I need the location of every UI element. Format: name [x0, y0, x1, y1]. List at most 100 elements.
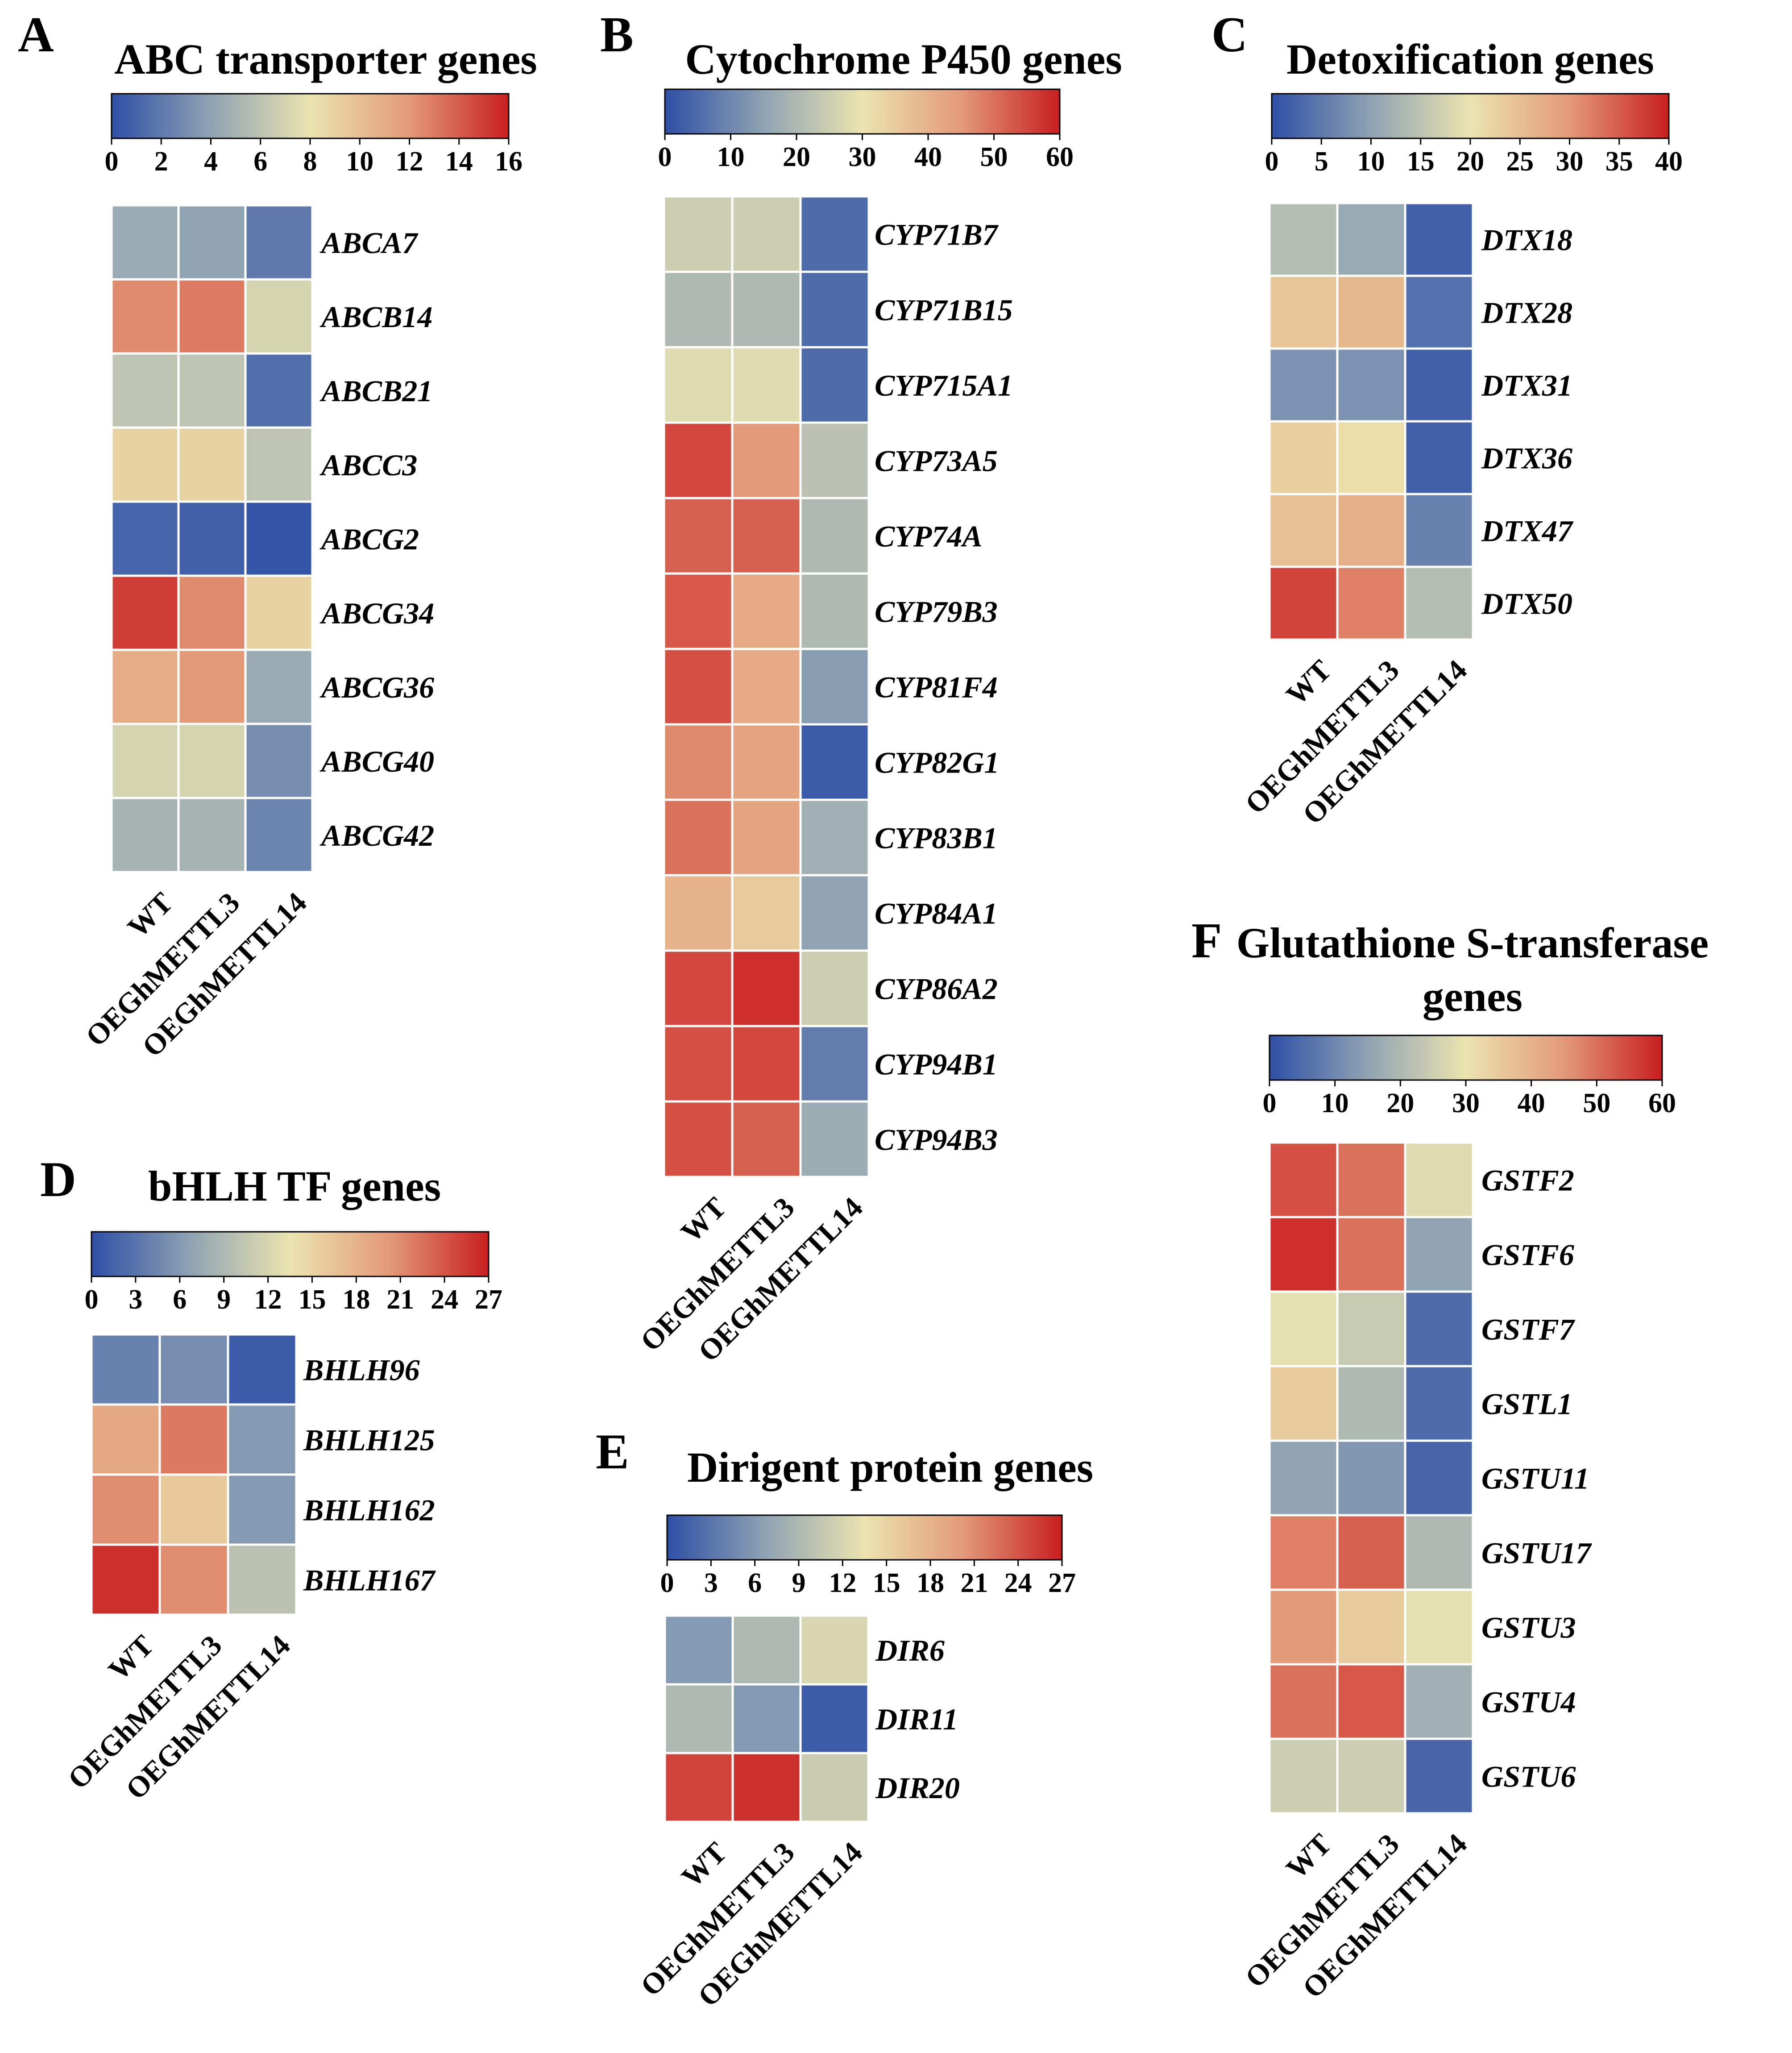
- heatmap-cell: [663, 270, 734, 349]
- heatmap-cell: [1336, 274, 1406, 350]
- heatmap-cell: [731, 1025, 802, 1103]
- heatmap-cell: [227, 1543, 298, 1616]
- heatmap-cell: [731, 421, 802, 499]
- sample-label: WT: [675, 1191, 732, 1249]
- heatmap-cell: [1268, 1290, 1339, 1367]
- heatmap-cell: [1268, 1439, 1339, 1517]
- heatmap-cell: [90, 1333, 161, 1406]
- heatmap-cell: [1268, 1365, 1339, 1442]
- panel-title: bHLH TF genes: [148, 1162, 441, 1210]
- colorbar: [91, 1231, 489, 1277]
- heatmap-cell: [244, 500, 314, 577]
- panel-e: E Dirigent protein genes 0 3 6 9 12 15 18 21 24 27 D…: [596, 1424, 1093, 2013]
- heatmap-cell: [1268, 1514, 1339, 1591]
- colorbar-tick-label: 25: [1506, 146, 1534, 177]
- heatmap-cell: [663, 1100, 734, 1178]
- heatmap-cell: [1336, 202, 1406, 277]
- heatmap-cell: [799, 1025, 870, 1103]
- heatmap-cell: [1336, 493, 1406, 568]
- gene-label: ABCC3: [319, 448, 417, 482]
- gene-label: DIR11: [875, 1702, 958, 1736]
- heatmap-cell: [244, 797, 314, 873]
- heatmap-cell: [1336, 1365, 1406, 1442]
- heatmap-cell: [177, 352, 247, 429]
- colorbar-tick-label: 15: [873, 1568, 900, 1598]
- heatmap-cell: [1268, 1737, 1339, 1815]
- heatmap-cell: [1404, 420, 1474, 495]
- gene-label: GSTU4: [1481, 1685, 1576, 1719]
- colorbar-tick-label: 30: [1556, 146, 1584, 177]
- panel-c: C Detoxification genes 0 5 10 15 20 25 30 35 40 DTX…: [1211, 7, 1683, 831]
- heatmap-cell: [1404, 1663, 1474, 1740]
- colorbar-tick-label: 60: [1648, 1088, 1676, 1118]
- heatmap-cell: [1404, 347, 1474, 423]
- heatmap-cell: [799, 723, 870, 801]
- heatmap-cell: [1404, 1588, 1474, 1666]
- colorbar-tick-label: 60: [1046, 142, 1074, 172]
- colorbar-tick-label: 24: [1004, 1568, 1032, 1598]
- colorbar-tick-label: 14: [445, 146, 473, 177]
- heatmap-cell: [663, 346, 734, 424]
- heatmap-cell: [731, 572, 802, 650]
- gene-label: CYP82G1: [875, 746, 1000, 780]
- gene-label: CYP79B3: [875, 595, 998, 629]
- heatmap-cell: [799, 798, 870, 877]
- heatmap-cell: [664, 1683, 734, 1754]
- gene-label: CYP74A: [875, 519, 983, 553]
- colorbar-tick-label: 0: [1263, 1088, 1277, 1118]
- colorbar-tick-label: 6: [173, 1284, 187, 1315]
- colorbar: [1271, 93, 1670, 139]
- gene-label: GSTU6: [1481, 1760, 1576, 1794]
- gene-label: DIR6: [875, 1633, 945, 1667]
- heatmap-cell: [663, 421, 734, 499]
- heatmap-cell: [90, 1403, 161, 1476]
- heatmap-cell: [731, 723, 802, 801]
- heatmap-cell: [1336, 1439, 1406, 1517]
- heatmap-cell: [731, 648, 802, 726]
- gene-label: GSTF6: [1481, 1238, 1574, 1272]
- heatmap-cell: [799, 1752, 870, 1823]
- gene-label: CYP81F4: [875, 670, 998, 704]
- colorbar-tick-label: 20: [783, 142, 810, 172]
- heatmap-cell: [177, 797, 247, 873]
- heatmap-cell: [1336, 347, 1406, 423]
- panel-title: Detoxification genes: [1286, 35, 1654, 83]
- gene-label: CYP73A5: [875, 444, 998, 478]
- gene-label: DIR20: [875, 1771, 960, 1805]
- heatmap-cell: [799, 1100, 870, 1178]
- heatmap-cell: [90, 1543, 161, 1616]
- sample-label: WT: [675, 1836, 733, 1894]
- colorbar-tick-label: 21: [960, 1568, 988, 1598]
- heatmap-cell: [110, 426, 180, 503]
- heatmap-cell: [799, 949, 870, 1027]
- colorbar-tick-label: 15: [1407, 146, 1435, 177]
- gene-label: GSTU11: [1481, 1462, 1589, 1496]
- heatmap-cell: [227, 1333, 298, 1406]
- heatmap-cell: [177, 648, 247, 725]
- heatmap-cell: [244, 723, 314, 799]
- colorbar-tick-label: 16: [495, 146, 523, 177]
- heatmap-cell: [663, 572, 734, 650]
- heatmap-cell: [1404, 1216, 1474, 1293]
- panel-b: B Cytochrome P450 genes 0 10 20 30 40 50 60 CYP71…: [600, 7, 1122, 1368]
- heatmap-cell: [731, 1614, 802, 1686]
- heatmap-cell: [177, 278, 247, 355]
- gene-label: CYP71B7: [875, 218, 999, 252]
- panel-letter: B: [600, 7, 634, 62]
- heatmap-cell: [1404, 1365, 1474, 1442]
- colorbar-tick-label: 24: [431, 1284, 458, 1315]
- colorbar-tick-label: 4: [204, 146, 218, 177]
- heatmap-cell: [663, 1025, 734, 1103]
- colorbar: [664, 88, 1061, 135]
- colorbar-tick-label: 10: [1321, 1088, 1349, 1118]
- heatmap-cell: [177, 574, 247, 651]
- heatmap-cell: [799, 421, 870, 499]
- colorbar-tick-label: 9: [217, 1284, 231, 1315]
- heatmap-cell: [244, 574, 314, 651]
- heatmap-cell: [731, 497, 802, 575]
- gene-label: BHLH167: [303, 1563, 436, 1597]
- heatmap-cell: [158, 1333, 229, 1406]
- colorbar-tick-label: 8: [303, 146, 317, 177]
- colorbar-tick-label: 21: [386, 1284, 414, 1315]
